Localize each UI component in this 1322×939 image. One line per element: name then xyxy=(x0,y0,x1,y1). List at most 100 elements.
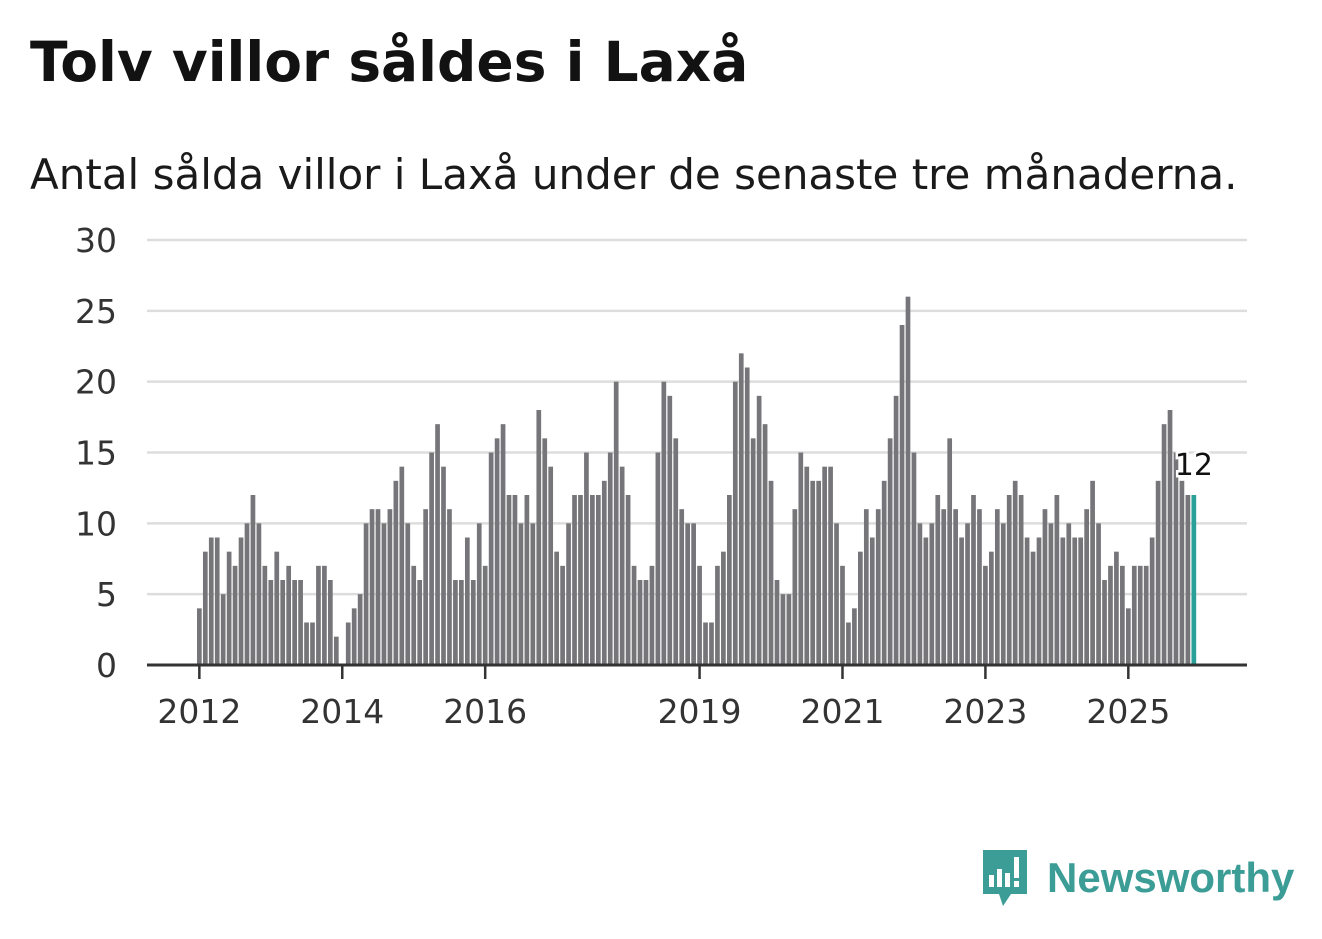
bar xyxy=(268,580,274,665)
bar xyxy=(357,594,363,665)
bar xyxy=(1143,565,1149,665)
bar xyxy=(208,537,214,665)
bar xyxy=(738,353,744,665)
bar xyxy=(280,580,286,665)
y-tick-label: 5 xyxy=(96,575,117,614)
y-axis-ticks: 0 5 10 15 20 25 30 xyxy=(75,221,117,685)
bar xyxy=(929,523,935,665)
x-tick-label: 2012 xyxy=(157,692,241,731)
bar xyxy=(673,438,679,665)
bar xyxy=(1161,424,1167,665)
bar-highlight xyxy=(1191,495,1197,665)
bar xyxy=(1000,523,1006,665)
y-tick-label: 30 xyxy=(75,221,117,260)
bar xyxy=(399,466,405,665)
bar xyxy=(286,565,292,665)
bar xyxy=(893,395,899,665)
bar xyxy=(816,480,822,665)
bar xyxy=(905,296,911,665)
bar xyxy=(869,537,875,665)
bar xyxy=(1173,452,1179,665)
bar xyxy=(1114,551,1119,665)
bar xyxy=(560,565,565,665)
bar xyxy=(923,537,929,665)
bar xyxy=(732,381,738,665)
bar xyxy=(1108,565,1113,665)
bar xyxy=(298,580,303,665)
bar xyxy=(709,622,714,665)
bar xyxy=(226,551,232,665)
bar xyxy=(661,381,667,665)
bar xyxy=(631,565,637,665)
y-tick-label: 15 xyxy=(75,434,117,473)
bar xyxy=(506,495,512,665)
bar xyxy=(262,565,268,665)
bar xyxy=(512,495,518,665)
bar xyxy=(887,438,893,665)
bar xyxy=(345,622,351,665)
bar xyxy=(822,466,827,665)
bar xyxy=(572,495,577,665)
x-tick-label: 2025 xyxy=(1086,692,1170,731)
bar xyxy=(316,565,321,665)
bar xyxy=(566,523,571,665)
bar xyxy=(899,325,905,665)
bar xyxy=(637,580,643,665)
bar xyxy=(1149,537,1155,665)
bar xyxy=(643,580,649,665)
bar xyxy=(1084,509,1089,665)
bar xyxy=(858,551,863,665)
bar xyxy=(780,594,786,665)
bar xyxy=(953,509,958,665)
y-tick-label: 10 xyxy=(75,504,117,543)
bar xyxy=(941,509,947,665)
bar xyxy=(613,381,619,665)
bar xyxy=(548,466,554,665)
bar xyxy=(1048,523,1054,665)
bar xyxy=(1066,523,1072,665)
bar xyxy=(607,452,613,665)
bar xyxy=(679,509,685,665)
bar xyxy=(983,565,988,665)
bar xyxy=(494,438,500,665)
bar xyxy=(875,509,881,665)
bar xyxy=(363,523,369,665)
bar xyxy=(244,523,250,665)
bar xyxy=(595,495,601,665)
newsworthy-logo-icon xyxy=(983,850,1027,906)
bar xyxy=(429,452,434,665)
y-tick-label: 20 xyxy=(75,363,117,402)
bar xyxy=(500,424,506,665)
bar xyxy=(476,523,482,665)
bar xyxy=(333,636,339,665)
bar xyxy=(601,480,607,665)
bar xyxy=(459,580,464,665)
bar xyxy=(804,466,810,665)
bar xyxy=(387,509,393,665)
bar xyxy=(768,480,774,665)
x-tick-label: 2014 xyxy=(300,692,384,731)
bar xyxy=(697,565,702,665)
bar xyxy=(994,509,1000,665)
bar xyxy=(971,495,976,665)
x-tick-label: 2019 xyxy=(658,692,742,731)
bar xyxy=(381,523,387,665)
bar xyxy=(488,452,494,665)
bar xyxy=(524,495,530,665)
bar xyxy=(744,367,750,665)
chart-subtitle: Antal sålda villor i Laxå under de senas… xyxy=(30,150,1238,199)
bar xyxy=(1012,480,1018,665)
bar xyxy=(1060,537,1066,665)
bar xyxy=(1078,537,1084,665)
bar xyxy=(232,565,238,665)
bar xyxy=(911,452,917,665)
bar xyxy=(518,523,524,665)
x-tick-label: 2016 xyxy=(443,692,527,731)
bar xyxy=(322,565,327,665)
bar xyxy=(959,537,964,665)
x-tick-label: 2021 xyxy=(800,692,884,731)
bar xyxy=(238,537,244,665)
bar xyxy=(554,551,559,665)
bar xyxy=(810,480,816,665)
